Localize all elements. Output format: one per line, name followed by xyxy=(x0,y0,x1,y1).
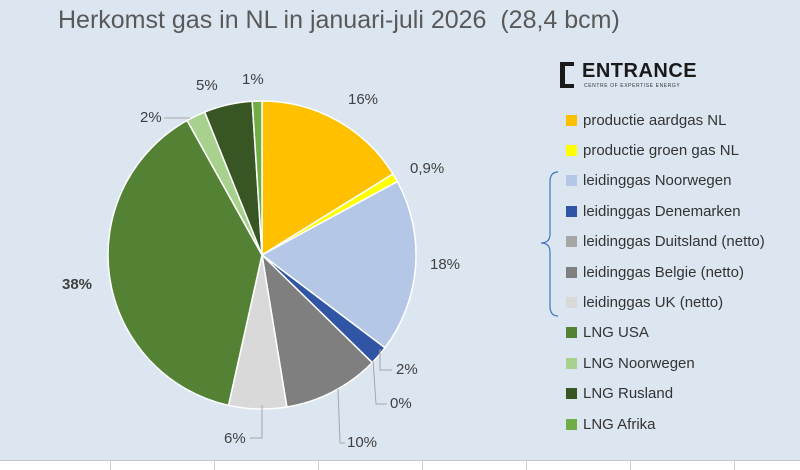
legend-label: LNG Noorwegen xyxy=(583,354,695,372)
legend-item-leidinggas-uk-netto: leidinggas UK (netto) xyxy=(566,290,723,314)
data-label-productie-groen-gas-nl: 0,9% xyxy=(410,160,444,177)
pie-slice-lng-usa xyxy=(107,119,263,407)
grid-line xyxy=(214,461,215,470)
legend-item-leidinggas-noorwegen: leidinggas Noorwegen xyxy=(566,169,731,193)
data-label-leidinggas-noorwegen: 18% xyxy=(430,256,460,273)
data-label-lng-usa: 38% xyxy=(62,276,92,293)
entrance-logo-icon xyxy=(560,62,574,88)
legend-swatch xyxy=(566,418,577,430)
legend-label: productie aardgas NL xyxy=(583,111,727,129)
pie-slice-leidinggas-belgie-netto xyxy=(260,252,374,408)
legend-swatch xyxy=(566,205,577,217)
legend-label: LNG Afrika xyxy=(583,415,656,433)
pie-slice-productie-aardgas-nl xyxy=(261,100,394,257)
legend-swatch xyxy=(566,266,577,278)
legend-item-lng-afrika: LNG Afrika xyxy=(566,412,656,436)
grid-line xyxy=(734,461,735,470)
leader-line-leidinggas-uk-netto xyxy=(250,405,263,439)
leader-line-leidinggas-denemarken xyxy=(379,349,392,371)
pie-slice-leidinggas-noorwegen xyxy=(260,180,417,349)
spreadsheet-grid-strip xyxy=(0,460,800,470)
legend-label: productie groen gas NL xyxy=(583,141,739,159)
logo-tagline: CENTRE OF EXPERTISE ENERGY xyxy=(584,83,681,89)
data-label-leidinggas-uk-netto: 6% xyxy=(224,430,246,447)
legend-swatch xyxy=(566,296,577,308)
legend-label: LNG USA xyxy=(583,324,649,342)
grid-line xyxy=(318,461,319,470)
legend-item-productie-groen-gas-nl: productie groen gas NL xyxy=(566,138,739,162)
data-label-lng-rusland: 5% xyxy=(196,77,218,94)
leader-line-leidinggas-belgie-netto xyxy=(337,388,345,444)
legend-item-leidinggas-duitsland-netto: leidinggas Duitsland (netto) xyxy=(566,230,765,254)
data-label-lng-afrika: 1% xyxy=(242,71,264,88)
grid-line xyxy=(422,461,423,470)
grid-line xyxy=(110,461,111,470)
legend-label: leidinggas Duitsland (netto) xyxy=(583,233,765,251)
data-label-leidinggas-belgie-netto: 10% xyxy=(347,434,377,451)
legend-label: leidinggas UK (netto) xyxy=(583,293,724,311)
data-label-lng-noorwegen: 2% xyxy=(140,109,162,126)
legend-item-leidinggas-denemarken: leidinggas Denemarken xyxy=(566,199,741,223)
legend-swatch xyxy=(566,236,577,248)
data-label-leidinggas-denemarken: 2% xyxy=(396,361,418,378)
data-label-leidinggas-duitsland-netto: 0% xyxy=(390,395,412,412)
legend-label: leidinggas Denemarken xyxy=(583,202,741,220)
legend-swatch xyxy=(566,144,577,156)
legend-swatch xyxy=(566,114,577,126)
legend-swatch xyxy=(566,327,577,339)
legend-item-lng-usa: LNG USA xyxy=(566,321,649,345)
data-label-productie-aardgas-nl: 16% xyxy=(348,91,378,108)
legend-item-leidinggas-belgie-netto: leidinggas Belgie (netto) xyxy=(566,260,744,284)
legend-item-productie-aardgas-nl: productie aardgas NL xyxy=(566,108,726,132)
legend-label: leidinggas Noorwegen xyxy=(583,172,732,190)
legend-item-lng-noorwegen: LNG Noorwegen xyxy=(566,351,695,375)
leader-line-leidinggas-duitsland-netto xyxy=(372,359,387,405)
legend-label: leidinggas Belgie (netto) xyxy=(583,263,744,281)
legend-swatch xyxy=(566,357,577,369)
legend-swatch xyxy=(566,175,577,187)
pie-slice-lng-afrika xyxy=(251,100,263,256)
legend-item-lng-rusland: LNG Rusland xyxy=(566,382,673,406)
grid-line xyxy=(630,461,631,470)
legend-label: LNG Rusland xyxy=(583,385,674,403)
chart-title: Herkomst gas in NL in januari-juli 2026 … xyxy=(58,6,620,34)
logo-name: ENTRANCE xyxy=(582,60,698,82)
legend-swatch xyxy=(566,388,577,400)
legend-bracket xyxy=(540,171,559,317)
grid-line xyxy=(526,461,527,470)
